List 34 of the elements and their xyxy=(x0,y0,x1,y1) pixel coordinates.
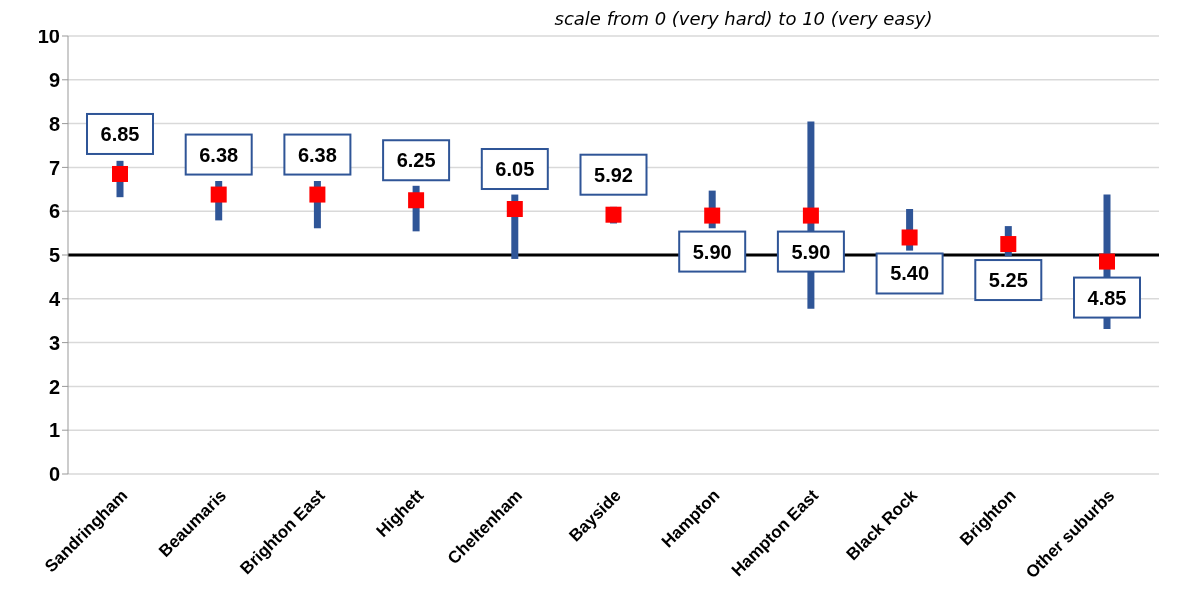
chart-subtitle: scale from 0 (very hard) to 10 (very easy) xyxy=(554,8,933,29)
data-label: 4.85 xyxy=(1087,286,1127,309)
point xyxy=(901,229,918,246)
data-label: 5.92 xyxy=(594,163,633,186)
data-label: 6.38 xyxy=(297,143,337,166)
point xyxy=(408,192,425,209)
y-tick-label: 1 xyxy=(48,419,60,442)
y-tick-label: 10 xyxy=(37,25,60,48)
y-tick-label: 5 xyxy=(48,244,60,267)
point xyxy=(309,186,326,203)
data-label: 5.25 xyxy=(988,269,1028,292)
data-label: 6.85 xyxy=(100,122,140,145)
point xyxy=(506,201,523,218)
y-tick-label: 2 xyxy=(48,375,60,398)
y-tick-label: 4 xyxy=(48,287,61,310)
point xyxy=(605,206,622,223)
y-tick-label: 3 xyxy=(48,331,60,354)
point xyxy=(704,207,721,224)
y-tick-label: 6 xyxy=(48,200,60,223)
y-tick-label: 8 xyxy=(48,112,60,135)
point xyxy=(802,207,819,224)
data-label: 5.90 xyxy=(791,240,831,263)
point xyxy=(210,186,227,203)
point xyxy=(1000,236,1017,253)
data-label: 5.40 xyxy=(890,262,930,285)
data-label: 5.90 xyxy=(692,240,732,263)
data-label: 6.25 xyxy=(396,149,436,172)
point xyxy=(1099,253,1115,270)
data-label: 6.05 xyxy=(495,158,535,181)
y-tick-label: 9 xyxy=(48,68,60,91)
data-label: 6.38 xyxy=(199,143,239,166)
y-tick-label: 0 xyxy=(48,463,60,486)
point xyxy=(112,165,128,182)
y-tick-label: 7 xyxy=(48,156,60,179)
